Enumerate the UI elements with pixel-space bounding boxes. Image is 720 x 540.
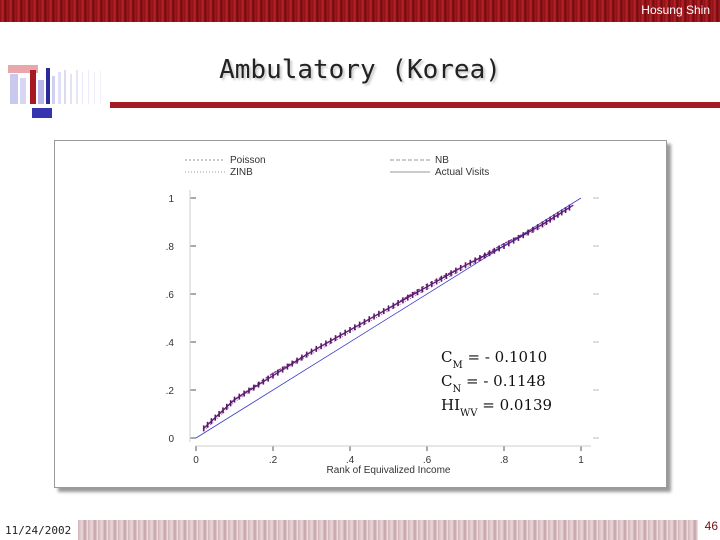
legend-label: NB bbox=[435, 155, 449, 166]
x-tick-label: .8 bbox=[500, 455, 509, 466]
slide-date: 11/24/2002 bbox=[5, 524, 72, 537]
y-tick-label: .6 bbox=[166, 290, 175, 301]
header-band: Hosung Shin bbox=[0, 0, 720, 22]
author-name: Hosung Shin bbox=[641, 3, 710, 17]
y-tick-label: .2 bbox=[166, 386, 175, 397]
x-tick-label: .4 bbox=[346, 455, 355, 466]
footer-band bbox=[78, 520, 698, 540]
x-axis-label: Rank of Equivalized Income bbox=[327, 465, 451, 476]
slide-title: Ambulatory (Korea) bbox=[219, 55, 501, 85]
series-line-actual-visits bbox=[195, 197, 582, 439]
lorenz-chart: 0 .2 .4 .6 .8 1 0 .2 .4 .6 .8 1 Rank of Equivalized … bbox=[166, 155, 599, 476]
legend-label: ZINB bbox=[230, 167, 253, 178]
y-tick-label: .4 bbox=[166, 338, 175, 349]
y-tick-label: 0 bbox=[168, 434, 174, 445]
y-tick-label: .8 bbox=[166, 242, 175, 253]
x-tick-label: 1 bbox=[578, 455, 584, 466]
title-rule bbox=[110, 102, 720, 108]
annotation-text: HIWV = 0.0139 bbox=[441, 396, 552, 419]
logo-graphic bbox=[8, 65, 101, 118]
legend-label: Actual Visits bbox=[435, 167, 489, 178]
annotation-text: CM = - 0.1010 bbox=[441, 348, 547, 371]
legend-label: Poisson bbox=[230, 155, 266, 166]
page-number: 46 bbox=[704, 519, 718, 533]
annotation-text: CN = - 0.1148 bbox=[441, 372, 546, 395]
x-tick-label: 0 bbox=[193, 455, 199, 466]
chart-figure: 0 .2 .4 .6 .8 1 0 .2 .4 .6 .8 1 Rank of Equivalized … bbox=[54, 140, 667, 488]
x-tick-label: .6 bbox=[423, 455, 432, 466]
y-tick-label: 1 bbox=[168, 194, 174, 205]
x-tick-label: .2 bbox=[269, 455, 278, 466]
